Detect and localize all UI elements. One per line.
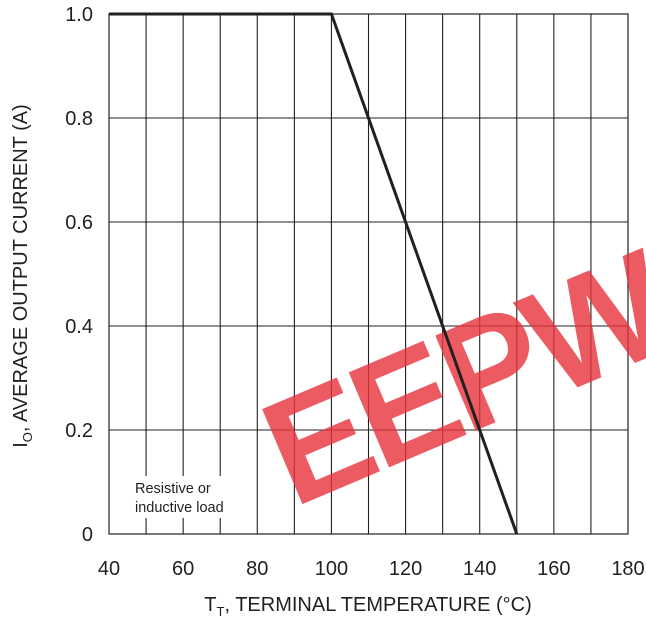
x-tick-label: 60: [172, 558, 194, 580]
annotation-box: [128, 476, 248, 518]
y-tick-label: 0.4: [65, 316, 93, 338]
x-axis-title: TT, TERMINAL TEMPERATURE (°C): [204, 594, 531, 619]
y-tick-label: 0.6: [65, 212, 93, 234]
plot-frame: [108, 13, 629, 535]
load-type-note-line-2: inductive load: [135, 500, 224, 516]
x-tick-label: 140: [463, 558, 496, 580]
y-axis-title: IO, AVERAGE OUTPUT CURRENT (A): [10, 104, 35, 448]
x-tick-label: 160: [537, 558, 570, 580]
load-type-note-line-1: Resistive or: [135, 481, 211, 497]
x-tick-label: 80: [246, 558, 268, 580]
derating-curve: [109, 12, 519, 535]
y-tick-label: 1.0: [65, 4, 93, 26]
x-tick-labels: 40 60 80 100 120 140 160 180: [98, 558, 645, 580]
x-tick-label: 120: [389, 558, 422, 580]
x-tick-label: 180: [611, 558, 644, 580]
load-type-note: Resistive or inductive load: [135, 481, 224, 516]
x-tick-label: 100: [315, 558, 348, 580]
y-tick-labels: 0 0.2 0.4 0.6 0.8 1.0: [65, 4, 93, 546]
x-tick-label: 40: [98, 558, 120, 580]
y-tick-label: 0.2: [65, 420, 93, 442]
y-tick-label: 0.8: [65, 108, 93, 130]
y-tick-label: 0: [82, 524, 93, 546]
